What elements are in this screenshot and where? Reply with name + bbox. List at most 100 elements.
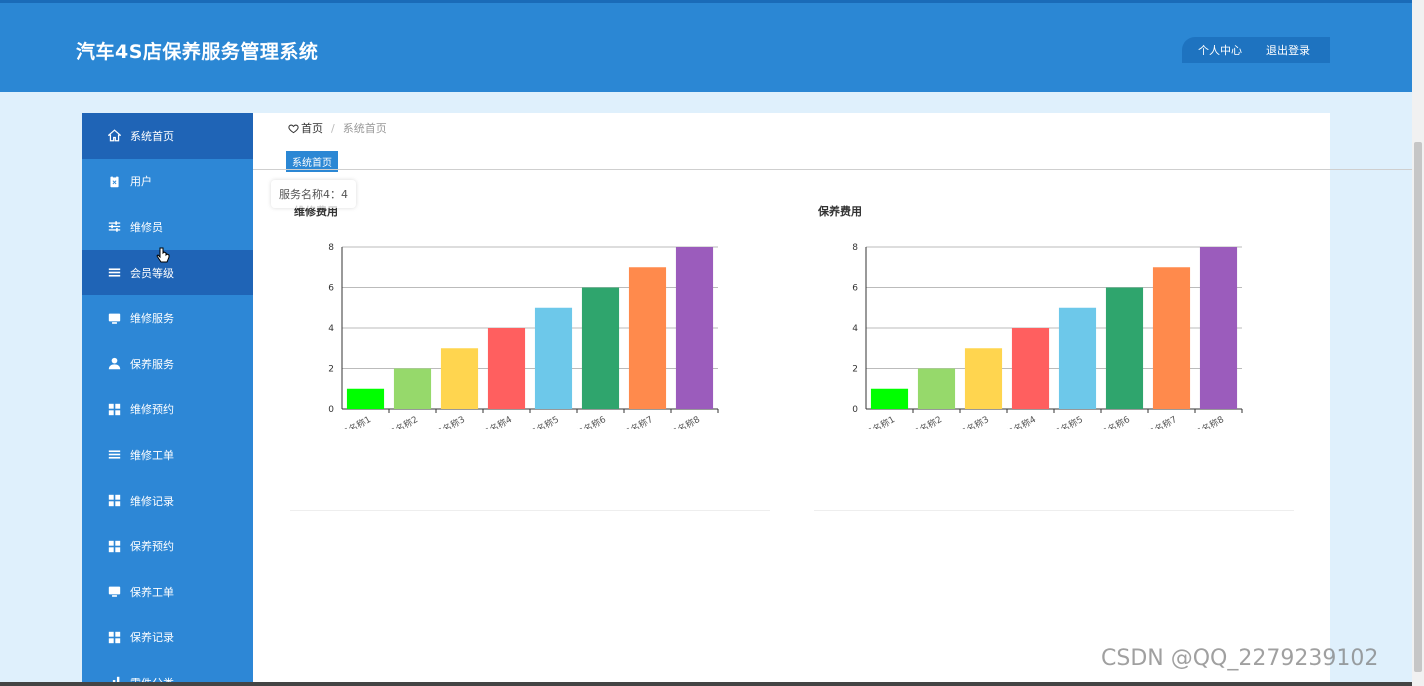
bar[interactable]	[1105, 287, 1144, 410]
x-tick-label: 服务名称5	[519, 413, 561, 429]
x-tick-label: 服务名称4	[472, 413, 514, 429]
sliders-icon	[107, 220, 121, 234]
list-icon	[107, 266, 121, 280]
sidebar-item-11[interactable]: 保养工单	[82, 569, 253, 615]
bar[interactable]	[870, 388, 909, 409]
repair-cost-chart: 0 2 4 6 8 服务名称1 服务名称2 服务名称3 服务名称4 服务名称5 服务名称6 服务名称7…	[328, 243, 719, 429]
bar[interactable]	[917, 368, 956, 410]
breadcrumb-home-label: 首页	[301, 122, 323, 135]
sidebar-item-label: 维修员	[130, 220, 163, 234]
maintenance-cost-chart: 0 2 4 6 8 服务名称1 服务名称2 服务名称3 服务名称4 服务名称5 服务名称6 服务名称7…	[852, 243, 1243, 429]
sidebar-item-label: 维修记录	[130, 494, 174, 508]
home-icon	[107, 129, 121, 143]
sidebar: 系统首页用户维修员会员等级维修服务保养服务维修预约维修工单维修记录保养预约保养工…	[82, 113, 253, 686]
grid-icon	[107, 402, 121, 416]
sidebar-item-label: 保养服务	[130, 357, 174, 371]
bottom-edge	[0, 682, 1412, 686]
bar[interactable]	[1058, 307, 1097, 409]
bar[interactable]	[440, 348, 479, 409]
mouse-pointer-icon	[156, 247, 170, 263]
sidebar-item-label: 保养记录	[130, 631, 174, 645]
breadcrumb: 首页 / 系统首页	[288, 120, 387, 136]
tab-bar-divider	[253, 169, 1412, 170]
grid-icon	[107, 494, 121, 508]
x-tick-label: 服务名称7	[1137, 413, 1179, 429]
sidebar-item-5[interactable]: 维修服务	[82, 295, 253, 341]
grid-icon	[107, 630, 121, 644]
bar[interactable]	[628, 267, 667, 409]
sidebar-item-3[interactable]: 维修员	[82, 204, 253, 250]
sidebar-item-6[interactable]: 保养服务	[82, 341, 253, 387]
x-tick-label: 服务名称6	[566, 413, 608, 429]
breadcrumb-separator: /	[331, 121, 335, 135]
sidebar-item-10[interactable]: 保养预约	[82, 523, 253, 569]
bar[interactable]	[393, 368, 432, 410]
chart-title: 维修费用	[294, 205, 338, 218]
x-tick-label: 服务名称7	[613, 413, 655, 429]
y-tick-label: 2	[852, 365, 858, 375]
logout-link[interactable]: 退出登录	[1266, 44, 1310, 57]
header-actions: 个人中心 退出登录	[1182, 37, 1330, 63]
main-content: 首页 / 系统首页 系统首页 维修费用 0 2 4 6 8 服务名称1 服务名称2 服务名称3…	[253, 113, 1412, 686]
sidebar-item-label: 维修服务	[130, 312, 174, 326]
maintenance-cost-card: 保养费用 0 2 4 6 8 服务名称1 服务名称2 服务名称3 服务名称4 服务名称5 服务名称6…	[814, 185, 1294, 511]
sidebar-item-9[interactable]: 维修记录	[82, 478, 253, 524]
clipboard-icon	[107, 174, 121, 188]
sidebar-item-label: 系统首页	[130, 129, 174, 143]
x-tick-label: 服务名称8	[1184, 413, 1226, 429]
breadcrumb-current: 系统首页	[342, 122, 387, 135]
monitor-icon	[107, 311, 121, 325]
y-tick-label: 2	[328, 365, 334, 375]
monitor-icon	[107, 585, 121, 599]
y-tick-label: 0	[328, 405, 334, 415]
x-tick-label: 服务名称3	[949, 413, 991, 429]
x-tick-label: 服务名称2	[378, 413, 420, 429]
heart-icon	[288, 124, 299, 133]
y-tick-label: 6	[852, 284, 858, 294]
repair-cost-card: 维修费用 0 2 4 6 8 服务名称1 服务名称2 服务名称3 服务名称4 服务名称5 服务名称6…	[290, 185, 770, 511]
bar[interactable]	[964, 348, 1003, 409]
sidebar-item-label: 用户	[130, 175, 152, 189]
tab-system-home[interactable]: 系统首页	[286, 151, 338, 172]
bar[interactable]	[581, 287, 620, 410]
bar[interactable]	[1011, 328, 1050, 409]
bar[interactable]	[534, 307, 573, 409]
sidebar-item-label: 维修工单	[130, 448, 174, 462]
sidebar-item-label: 维修预约	[130, 403, 174, 417]
x-tick-label: 服务名称2	[902, 413, 944, 429]
profile-link[interactable]: 个人中心	[1198, 44, 1242, 57]
sidebar-item-2[interactable]: 用户	[82, 159, 253, 205]
sidebar-item-12[interactable]: 保养记录	[82, 615, 253, 661]
bar[interactable]	[1199, 247, 1238, 409]
x-tick-label: 服务名称4	[996, 413, 1038, 429]
top-header: 汽车4S店保养服务管理系统 个人中心 退出登录	[0, 0, 1412, 92]
x-tick-label: 服务名称5	[1043, 413, 1085, 429]
y-tick-label: 0	[852, 405, 858, 415]
y-tick-label: 8	[852, 243, 858, 253]
sidebar-item-1[interactable]: 系统首页	[82, 113, 253, 159]
y-tick-label: 8	[328, 243, 334, 253]
sidebar-item-label: 保养预约	[130, 540, 174, 554]
scrollbar-thumb[interactable]	[1414, 142, 1422, 672]
bar[interactable]	[346, 388, 385, 409]
sidebar-item-8[interactable]: 维修工单	[82, 432, 253, 478]
bar[interactable]	[675, 247, 714, 409]
chart-title: 保养费用	[818, 205, 862, 218]
breadcrumb-home[interactable]: 首页	[288, 120, 323, 136]
chart-tooltip: 服务名称4：4	[271, 180, 356, 208]
x-tick-label: 服务名称3	[425, 413, 467, 429]
bar[interactable]	[487, 328, 526, 409]
x-tick-label: 服务名称1	[331, 413, 373, 429]
x-tick-label: 服务名称1	[855, 413, 897, 429]
y-tick-label: 4	[328, 324, 334, 334]
grid-icon	[107, 539, 121, 553]
watermark: CSDN @QQ_2279239102	[1101, 646, 1379, 671]
sidebar-item-label: 保养工单	[130, 585, 174, 599]
user-icon	[107, 357, 121, 371]
sidebar-item-label: 会员等级	[130, 266, 174, 280]
y-tick-label: 6	[328, 284, 334, 294]
sidebar-item-7[interactable]: 维修预约	[82, 387, 253, 433]
app-title: 汽车4S店保养服务管理系统	[76, 41, 319, 63]
bar[interactable]	[1152, 267, 1191, 409]
x-tick-label: 服务名称6	[1090, 413, 1132, 429]
